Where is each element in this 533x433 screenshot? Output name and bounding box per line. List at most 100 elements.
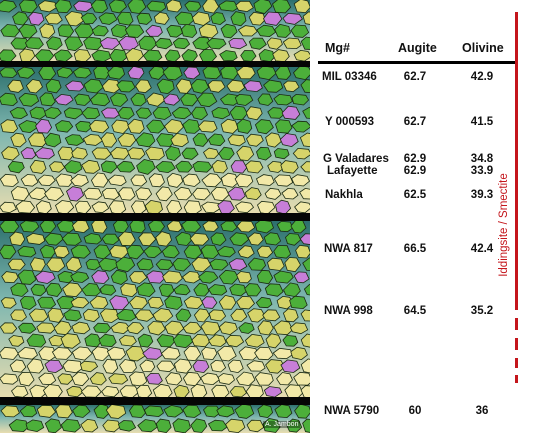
olivine-grain [272,0,292,14]
olivine-grain [184,0,202,12]
olivine-grain [289,295,308,310]
augite-grain [90,172,109,188]
olivine-grain [206,37,227,50]
olivine-grain [130,92,147,107]
augite-grain [246,419,265,433]
augite-grain [153,11,170,25]
olivine-grain [115,256,136,273]
olivine-grain [100,160,118,174]
augite-grain [234,173,254,188]
olivine-grain [155,160,176,174]
augite-grain [28,187,48,201]
olivine-grain [17,245,37,258]
augite-grain [173,358,193,374]
sample-name: NWA 817 [324,243,373,255]
olivine-grain [302,257,310,271]
augite-grain [244,187,262,201]
augite-grain [254,372,274,386]
olivine-grain [202,66,222,80]
olivine-grain [274,404,293,419]
olivine-grain [127,0,147,14]
augite-grain [225,334,245,348]
olivine-grain [285,418,303,433]
augite-grain [181,271,202,284]
olivine-grain [300,79,310,94]
olivine-grain [39,219,57,234]
olivine-grain [90,92,111,107]
olivine-grain [175,308,192,323]
augite-grain [28,308,49,322]
olivine-grain [56,66,74,79]
augite-grain [111,119,130,134]
olivine-grain [8,419,30,433]
augite-grain [200,320,221,336]
olivine-grain [166,24,183,38]
olivine-grain [200,244,220,259]
augite-grain [293,0,310,14]
olivine-grain [98,12,118,25]
olivine-grain [9,107,29,120]
olivine-grain [175,231,193,246]
olivine-grain [302,418,310,433]
olivine-grain [172,333,194,349]
augite-grain [272,347,294,360]
olivine-grain [257,93,274,106]
augite-grain [71,147,88,160]
purple-mineral-grain [91,270,110,284]
olivine-grain [180,92,199,107]
olivine-grain [81,282,102,297]
olivine-grain [147,219,166,233]
olivine-grain [303,283,310,296]
augite-grain [91,201,110,214]
olivine-grain [136,258,154,271]
purple-mineral-grain [66,186,85,202]
olivine-grain [220,220,238,232]
augite-grain [160,346,181,360]
augite-grain [246,133,264,147]
augite-grain [299,187,310,200]
olivine-grain [244,283,262,297]
olivine-value: 42.4 [470,243,494,255]
augite-grain [290,346,308,361]
augite-grain [210,359,227,373]
olivine-grain [124,24,145,38]
augite-grain [236,220,256,233]
purple-mineral-grain [35,118,53,134]
olivine-grain [294,403,310,419]
augite-grain [91,346,111,362]
olivine-grain [64,160,83,174]
augite-grain [57,146,75,161]
olivine-grain [56,219,76,233]
augite-grain [220,118,239,134]
augite-grain [37,0,58,13]
olivine-grain [60,418,81,433]
augite-grain [89,372,107,386]
augite-grain [26,232,46,245]
augite-grain [281,187,299,200]
augite-grain [0,373,19,385]
augite-grain [237,245,255,259]
olivine-grain [0,24,21,38]
olivine-grain [83,36,103,51]
augite-grain [128,295,148,310]
augite-grain [218,321,238,336]
augite-value: 62.5 [403,189,427,201]
augite-grain [36,322,56,334]
olivine-grain [175,160,194,173]
olivine-grain [116,308,137,322]
olivine-grain [43,132,62,148]
purple-mineral-grain [44,359,64,374]
olivine-grain [255,296,273,309]
augite-grain [57,373,74,385]
sample-name: Lafayette [327,165,378,177]
augite-grain [236,145,255,162]
olivine-grain [208,284,228,296]
augite-grain [165,0,183,13]
augite-grain [0,297,17,309]
augite-grain [247,308,266,323]
sample-name: G Valadares [323,153,389,165]
purple-mineral-grain [281,105,301,120]
augite-grain [125,345,146,362]
olivine-grain [216,405,235,418]
olivine-grain [192,160,213,173]
